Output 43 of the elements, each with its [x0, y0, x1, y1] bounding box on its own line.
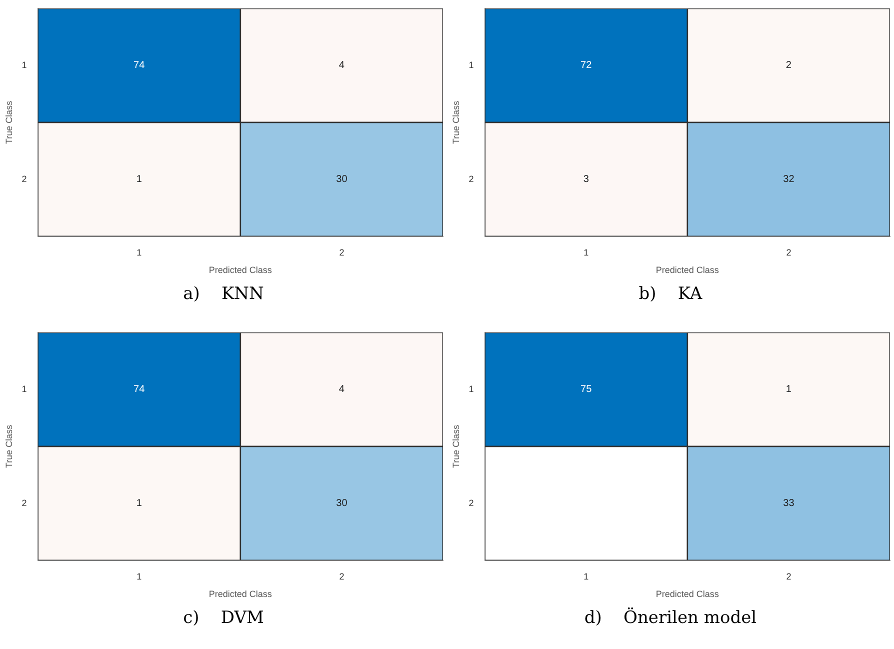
data-label: 30	[336, 174, 348, 186]
x-axis-title: Predicted Class	[656, 589, 720, 600]
data-label: 74	[134, 60, 146, 72]
data-label: 30	[336, 498, 348, 510]
y-tick-label: 2	[468, 498, 474, 508]
data-label: 4	[338, 60, 345, 72]
y-axis-title: True Class	[450, 100, 461, 144]
text: b) KA	[638, 284, 704, 304]
data-label: 32	[783, 174, 795, 186]
y-tick-label: 1	[468, 60, 474, 70]
data-label: 1	[136, 498, 142, 510]
y-tick-label: 1	[22, 384, 27, 394]
data-label: 74	[134, 384, 146, 396]
data-label: 1	[136, 174, 142, 186]
x-axis-title: Predicted Class	[656, 265, 720, 276]
y-tick-label: 2	[22, 498, 27, 508]
data-label: 2	[786, 60, 792, 72]
y-tick-label: 1	[468, 384, 474, 394]
data-label: 75	[580, 384, 592, 396]
y-tick-label: 1	[22, 60, 27, 70]
text: c) DVM	[182, 608, 265, 628]
y-axis-title: True Class	[450, 424, 461, 468]
data-label: 33	[783, 498, 795, 510]
text: a) KNN	[182, 284, 265, 304]
data-label: 1	[786, 384, 792, 396]
x-tick-label: 1	[136, 247, 142, 258]
y-axis-title: True Class	[4, 424, 14, 468]
x-tick-label: 1	[136, 571, 142, 582]
x-tick-label: 2	[786, 571, 792, 582]
x-axis-title: Predicted Class	[208, 589, 272, 600]
text: d) Önerilen model	[583, 608, 758, 628]
y-tick-label: 2	[468, 174, 474, 184]
x-tick-label: 2	[786, 247, 792, 258]
x-axis-title: Predicted Class	[208, 265, 272, 276]
y-axis-title: True Class	[4, 100, 14, 144]
y-tick-label: 2	[22, 174, 27, 184]
data-label: 72	[580, 60, 592, 72]
x-tick-label: 2	[339, 571, 344, 582]
x-tick-label: 1	[584, 247, 589, 258]
x-tick-label: 1	[584, 571, 589, 582]
data-label: 3	[583, 174, 590, 186]
x-tick-label: 2	[339, 247, 344, 258]
data-label: 4	[338, 384, 345, 396]
